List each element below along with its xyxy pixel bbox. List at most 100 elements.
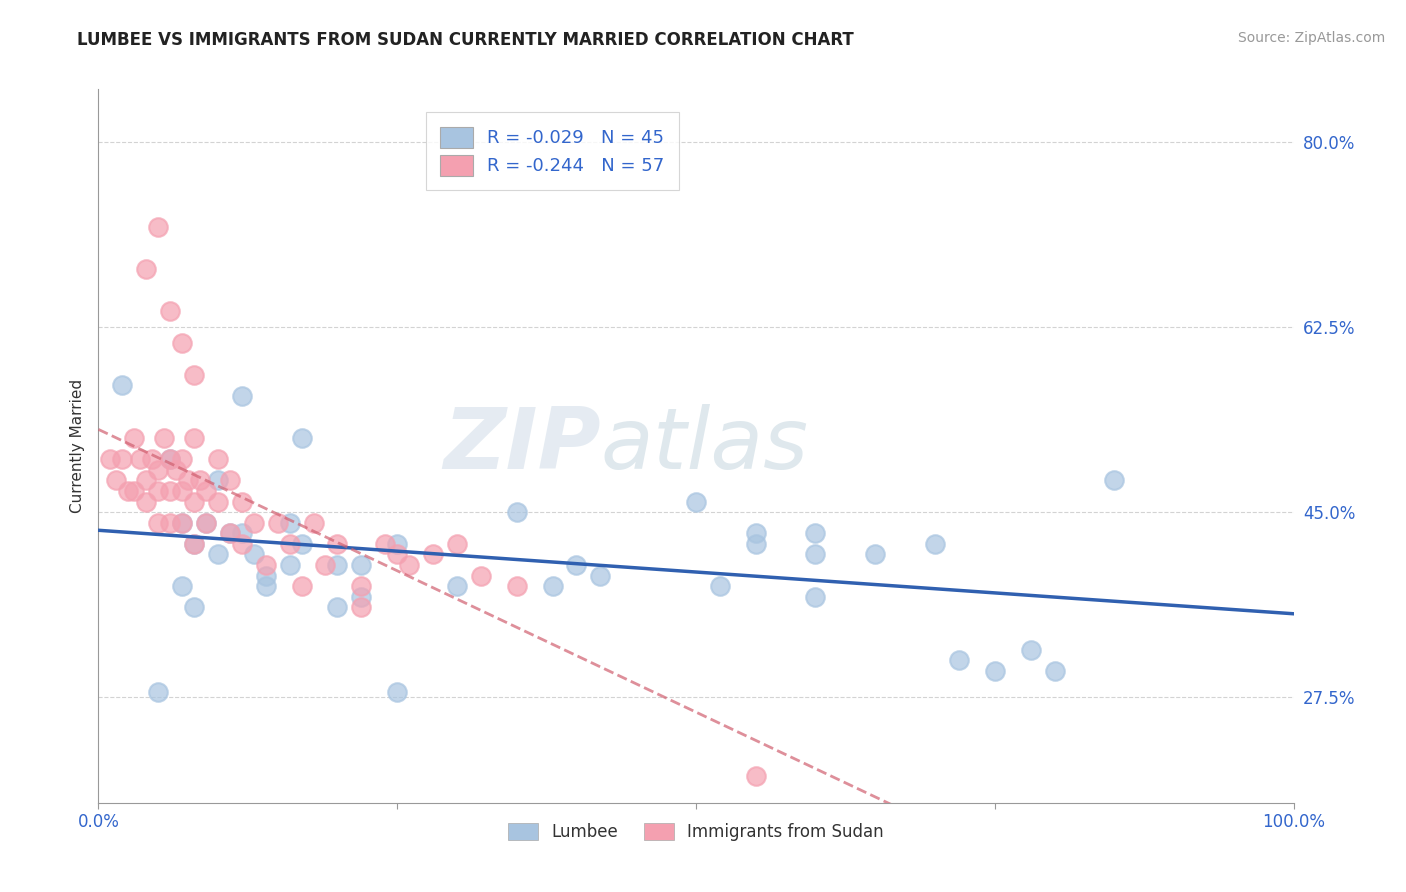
Point	[350, 558, 373, 572]
Point	[385, 547, 409, 561]
Point	[278, 537, 301, 551]
Point	[385, 537, 409, 551]
Text: LUMBEE VS IMMIGRANTS FROM SUDAN CURRENTLY MARRIED CORRELATION CHART: LUMBEE VS IMMIGRANTS FROM SUDAN CURRENTL…	[77, 31, 853, 49]
Point	[111, 452, 134, 467]
Point	[117, 483, 139, 498]
Point	[565, 558, 588, 572]
Point	[254, 558, 277, 572]
Point	[159, 452, 181, 467]
Point	[326, 558, 349, 572]
Point	[398, 558, 420, 572]
Point	[350, 600, 373, 615]
Point	[745, 537, 768, 551]
Point	[148, 219, 170, 234]
Point	[291, 537, 314, 551]
Point	[172, 516, 194, 530]
Legend: Lumbee, Immigrants from Sudan: Lumbee, Immigrants from Sudan	[502, 816, 890, 848]
Point	[183, 431, 205, 445]
Point	[195, 516, 218, 530]
Point	[326, 600, 349, 615]
Point	[141, 452, 163, 467]
Text: Source: ZipAtlas.com: Source: ZipAtlas.com	[1237, 31, 1385, 45]
Point	[506, 579, 529, 593]
Point	[231, 526, 253, 541]
Point	[207, 474, 229, 488]
Point	[207, 452, 229, 467]
Point	[804, 526, 827, 541]
Point	[589, 568, 612, 582]
Point	[254, 579, 277, 593]
Point	[165, 463, 187, 477]
Point	[159, 516, 181, 530]
Point	[709, 579, 731, 593]
Point	[446, 537, 468, 551]
Point	[172, 516, 194, 530]
Point	[98, 452, 122, 467]
Point	[219, 474, 242, 488]
Point	[148, 483, 170, 498]
Point	[291, 579, 314, 593]
Point	[111, 378, 134, 392]
Point	[745, 526, 768, 541]
Point	[129, 452, 152, 467]
Point	[374, 537, 396, 551]
Point	[231, 537, 253, 551]
Point	[350, 579, 373, 593]
Point	[1104, 474, 1126, 488]
Point	[183, 494, 205, 508]
Point	[153, 431, 176, 445]
Point	[188, 474, 211, 488]
Point	[267, 516, 290, 530]
Point	[326, 537, 349, 551]
Point	[135, 261, 157, 276]
Point	[172, 335, 194, 350]
Point	[159, 304, 181, 318]
Point	[231, 494, 253, 508]
Point	[135, 494, 157, 508]
Point	[745, 769, 768, 783]
Point	[219, 526, 242, 541]
Point	[195, 483, 218, 498]
Point	[948, 653, 970, 667]
Point	[804, 547, 827, 561]
Point	[148, 685, 170, 699]
Point	[172, 452, 194, 467]
Point	[148, 463, 170, 477]
Point	[183, 537, 205, 551]
Text: ZIP: ZIP	[443, 404, 600, 488]
Point	[865, 547, 887, 561]
Point	[148, 516, 170, 530]
Point	[350, 590, 373, 604]
Point	[278, 558, 301, 572]
Point	[105, 474, 128, 488]
Point	[243, 516, 266, 530]
Point	[195, 516, 218, 530]
Y-axis label: Currently Married: Currently Married	[69, 379, 84, 513]
Point	[291, 431, 314, 445]
Point	[172, 483, 194, 498]
Point	[446, 579, 468, 593]
Text: atlas: atlas	[600, 404, 808, 488]
Point	[183, 368, 205, 382]
Point	[159, 483, 181, 498]
Point	[541, 579, 564, 593]
Point	[924, 537, 946, 551]
Point	[506, 505, 529, 519]
Point	[385, 685, 409, 699]
Point	[183, 537, 205, 551]
Point	[685, 494, 707, 508]
Point	[207, 547, 229, 561]
Point	[1043, 664, 1066, 678]
Point	[183, 600, 205, 615]
Point	[804, 590, 827, 604]
Point	[231, 389, 253, 403]
Point	[422, 547, 444, 561]
Point	[278, 516, 301, 530]
Point	[315, 558, 337, 572]
Point	[219, 526, 242, 541]
Point	[243, 547, 266, 561]
Point	[207, 494, 229, 508]
Point	[302, 516, 325, 530]
Point	[984, 664, 1007, 678]
Point	[124, 483, 146, 498]
